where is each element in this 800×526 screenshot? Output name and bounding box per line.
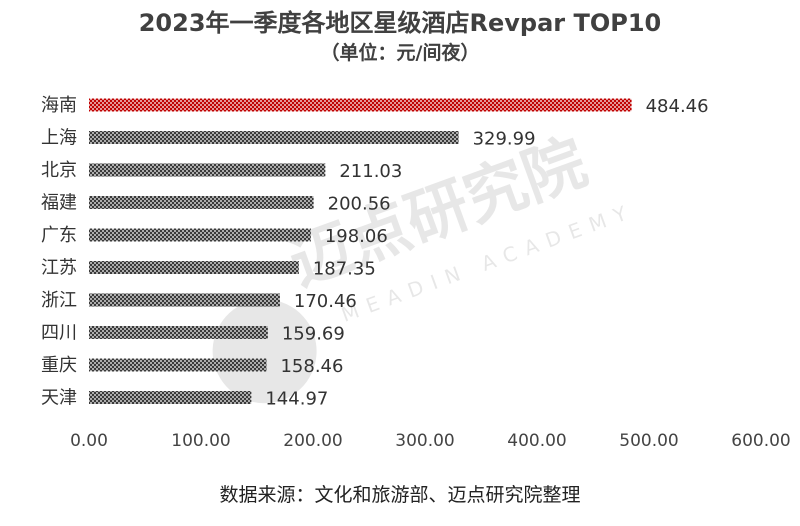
- bar-4: [89, 196, 314, 209]
- x-tick-label: 600.00: [731, 431, 790, 451]
- bar-9: [89, 358, 267, 372]
- category-label: 广东: [41, 225, 77, 246]
- value-label: 200.56: [328, 194, 391, 215]
- category-label: 北京: [41, 160, 77, 181]
- category-label: 海南: [41, 95, 77, 116]
- x-tick-label: 0.00: [70, 431, 108, 451]
- value-label: 158.46: [280, 356, 343, 377]
- chart-title: 2023年一季度各地区星级酒店Revpar TOP10: [138, 9, 662, 37]
- bar-8: [89, 326, 268, 339]
- category-label: 四川: [41, 323, 77, 344]
- value-label: 211.03: [339, 161, 402, 182]
- value-label: 144.97: [265, 389, 328, 410]
- category-label: 江苏: [41, 258, 77, 279]
- category-label: 福建: [41, 193, 77, 214]
- chart-subtitle: （单位：元/间夜）: [320, 42, 480, 64]
- x-tick-label: 500.00: [619, 431, 678, 451]
- value-label: 198.06: [325, 226, 388, 247]
- value-label: 329.99: [473, 129, 536, 150]
- category-label: 上海: [41, 128, 77, 149]
- data-source-note: 数据来源：文化和旅游部、迈点研究院整理: [219, 484, 581, 506]
- category-label: 重庆: [41, 355, 77, 376]
- value-label: 159.69: [282, 324, 345, 345]
- value-label: 484.46: [646, 96, 709, 117]
- bar-6: [89, 261, 299, 274]
- value-label: 187.35: [313, 259, 376, 280]
- bar-7: [89, 293, 280, 307]
- x-tick-label: 400.00: [507, 431, 566, 451]
- value-label: 170.46: [294, 291, 357, 312]
- bar-10: [89, 391, 252, 404]
- x-tick-label: 100.00: [171, 431, 230, 451]
- category-label: 浙江: [41, 290, 77, 311]
- bar-2: [89, 131, 459, 144]
- category-label: 天津: [41, 388, 77, 409]
- bar-5: [89, 228, 311, 242]
- x-tick-label: 300.00: [395, 431, 454, 451]
- x-tick-label: 200.00: [283, 431, 342, 451]
- bar-3: [89, 163, 326, 177]
- bar-1: [89, 98, 632, 112]
